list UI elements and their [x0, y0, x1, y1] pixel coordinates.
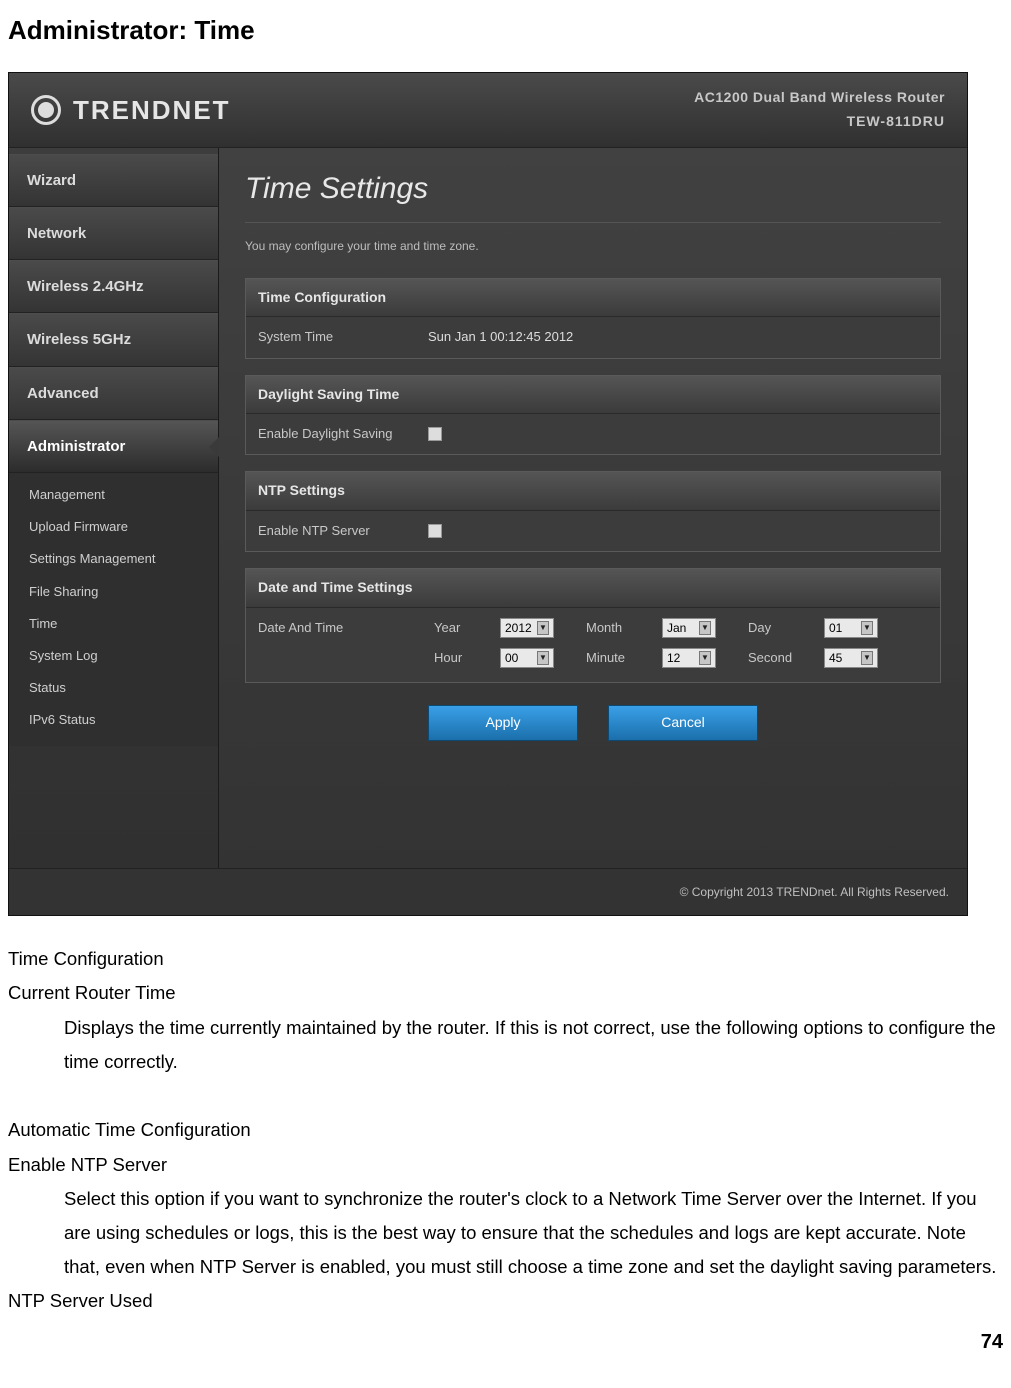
sidebar: Wizard Network Wireless 2.4GHz Wireless … — [9, 148, 219, 868]
doc-s1-p: Displays the time currently maintained b… — [8, 1011, 1003, 1079]
sidebar-item-administrator[interactable]: Administrator — [9, 420, 218, 473]
month-label: Month — [586, 618, 656, 638]
subitem-file-sharing[interactable]: File Sharing — [9, 576, 218, 608]
subitem-settings-management[interactable]: Settings Management — [9, 543, 218, 575]
dst-box: Daylight Saving Time Enable Daylight Sav… — [245, 375, 941, 456]
datetime-box: Date and Time Settings Date And Time Yea… — [245, 568, 941, 683]
logo-text: TRENDNET — [73, 90, 231, 130]
product-info: AC1200 Dual Band Wireless Router TEW-811… — [694, 87, 945, 132]
doc-s1-h2: Current Router Time — [8, 976, 1003, 1010]
dropdown-icon: ▼ — [699, 651, 711, 665]
button-row: Apply Cancel — [245, 699, 941, 759]
copyright-footer: © Copyright 2013 TRENDnet. All Rights Re… — [9, 868, 967, 916]
sidebar-submenu: Management Upload Firmware Settings Mana… — [9, 473, 218, 746]
second-label: Second — [748, 648, 818, 668]
document-text: Time Configuration Current Router Time D… — [8, 942, 1003, 1318]
doc-s2-h2: Enable NTP Server — [8, 1148, 1003, 1182]
product-model: TEW-811DRU — [694, 111, 945, 133]
hour-label: Hour — [434, 648, 494, 668]
subitem-ipv6-status[interactable]: IPv6 Status — [9, 704, 218, 736]
ntp-checkbox[interactable] — [428, 524, 442, 538]
system-time-value: Sun Jan 1 00:12:45 2012 — [428, 327, 573, 347]
cancel-button[interactable]: Cancel — [608, 705, 758, 741]
minute-select[interactable]: 12▼ — [662, 648, 716, 668]
sidebar-item-network[interactable]: Network — [9, 207, 218, 260]
logo-icon — [31, 95, 61, 125]
page-heading: Administrator: Time — [8, 10, 1003, 50]
ntp-header: NTP Settings — [246, 472, 940, 511]
time-configuration-box: Time Configuration System Time Sun Jan 1… — [245, 278, 941, 359]
dropdown-icon: ▼ — [699, 621, 711, 635]
doc-s2-p: Select this option if you want to synchr… — [8, 1182, 1003, 1285]
hour-select[interactable]: 00▼ — [500, 648, 554, 668]
dropdown-icon: ▼ — [861, 651, 873, 665]
sidebar-item-wireless-24[interactable]: Wireless 2.4GHz — [9, 260, 218, 313]
apply-button[interactable]: Apply — [428, 705, 578, 741]
ntp-label: Enable NTP Server — [258, 521, 428, 541]
dst-checkbox[interactable] — [428, 427, 442, 441]
doc-s1-h1: Time Configuration — [8, 942, 1003, 976]
doc-s2-h1: Automatic Time Configuration — [8, 1113, 1003, 1147]
panel-subtitle: You may configure your time and time zon… — [245, 237, 941, 256]
minute-label: Minute — [586, 648, 656, 668]
page-number: 74 — [8, 1327, 1003, 1358]
doc-s2-h3: NTP Server Used — [8, 1284, 1003, 1318]
time-config-header: Time Configuration — [246, 279, 940, 318]
second-select[interactable]: 45▼ — [824, 648, 878, 668]
datetime-header: Date and Time Settings — [246, 569, 940, 608]
sidebar-item-advanced[interactable]: Advanced — [9, 367, 218, 420]
dst-label: Enable Daylight Saving — [258, 424, 428, 444]
subitem-management[interactable]: Management — [9, 479, 218, 511]
subitem-system-log[interactable]: System Log — [9, 640, 218, 672]
ntp-box: NTP Settings Enable NTP Server — [245, 471, 941, 552]
sidebar-item-wizard[interactable]: Wizard — [9, 154, 218, 207]
product-name: AC1200 Dual Band Wireless Router — [694, 87, 945, 109]
system-time-label: System Time — [258, 327, 428, 347]
dropdown-icon: ▼ — [861, 621, 873, 635]
day-select[interactable]: 01▼ — [824, 618, 878, 638]
dropdown-icon: ▼ — [537, 621, 549, 635]
day-label: Day — [748, 618, 818, 638]
datetime-row-label: Date And Time — [258, 618, 428, 638]
dropdown-icon: ▼ — [537, 651, 549, 665]
panel-title: Time Settings — [245, 166, 941, 224]
ui-header: TRENDNET AC1200 Dual Band Wireless Route… — [9, 73, 967, 147]
year-select[interactable]: 2012▼ — [500, 618, 554, 638]
dst-header: Daylight Saving Time — [246, 376, 940, 415]
router-admin-screenshot: TRENDNET AC1200 Dual Band Wireless Route… — [8, 72, 968, 916]
month-select[interactable]: Jan▼ — [662, 618, 716, 638]
brand-logo: TRENDNET — [31, 90, 231, 130]
year-label: Year — [434, 618, 494, 638]
subitem-upload-firmware[interactable]: Upload Firmware — [9, 511, 218, 543]
subitem-status[interactable]: Status — [9, 672, 218, 704]
subitem-time[interactable]: Time — [9, 608, 218, 640]
sidebar-item-wireless-5[interactable]: Wireless 5GHz — [9, 313, 218, 366]
main-panel: Time Settings You may configure your tim… — [219, 148, 967, 868]
